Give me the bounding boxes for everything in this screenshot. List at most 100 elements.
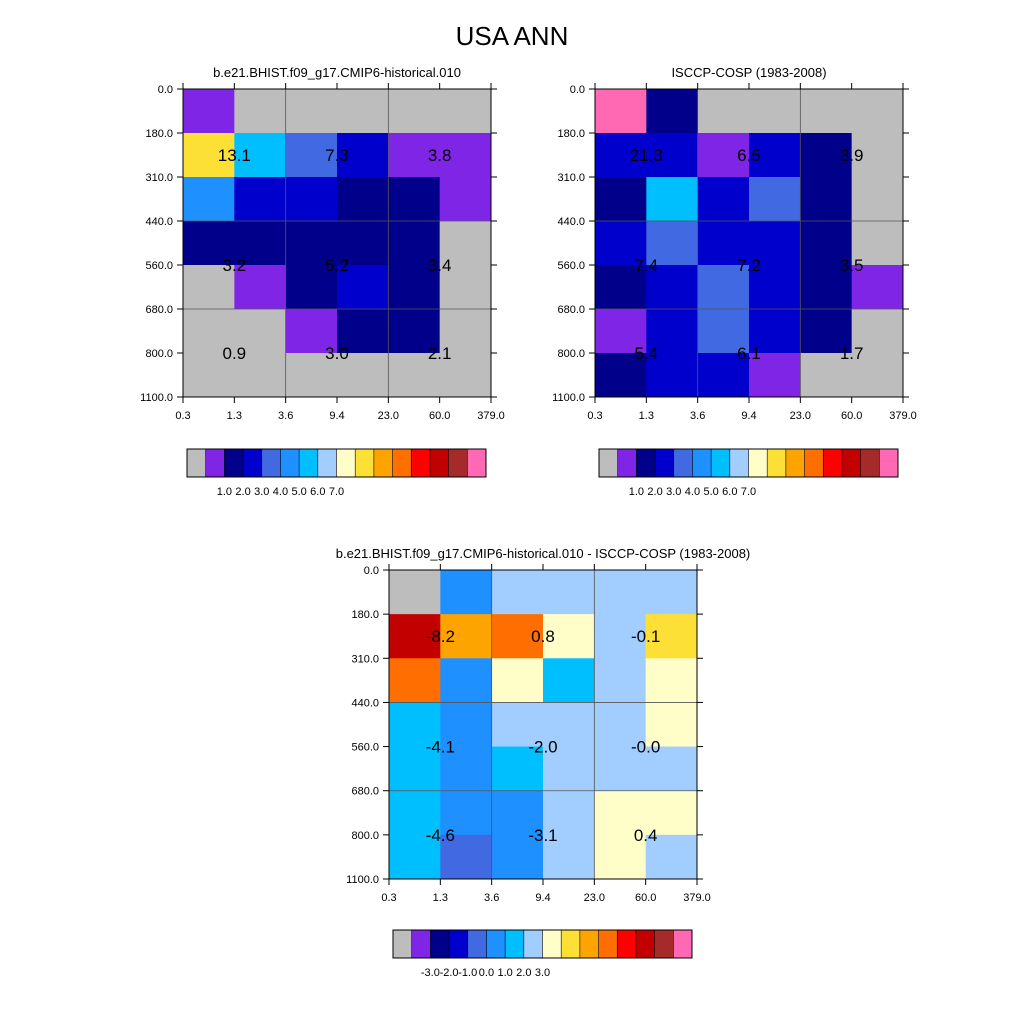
heatmap-cell xyxy=(645,702,698,748)
colorbar-swatch xyxy=(280,449,300,477)
colorbar-tick-label: 3.0 xyxy=(535,967,550,979)
heatmap-cell xyxy=(183,309,235,354)
colorbar-swatch xyxy=(748,449,768,477)
heatmap-cell xyxy=(388,89,441,134)
cell-value-label: 6.5 xyxy=(737,146,761,165)
heatmap-cell xyxy=(543,658,595,703)
heatmap-cell xyxy=(234,309,287,354)
heatmap-cell xyxy=(749,133,801,178)
colorbar-swatch xyxy=(598,930,618,958)
colorbar-swatch xyxy=(392,449,412,477)
colorbar-tick-label: 3.0 xyxy=(666,486,681,498)
y-tick-label: 680.0 xyxy=(145,304,173,316)
colorbar-swatch xyxy=(187,449,206,477)
colorbar-tick-label: 2.0 xyxy=(235,486,250,498)
cell-value-label: -4.6 xyxy=(426,826,455,845)
colorbar-swatch xyxy=(785,449,805,477)
y-tick-label: 1100.0 xyxy=(552,392,585,404)
colorbar-swatch xyxy=(430,930,450,958)
heatmap-cell xyxy=(439,265,492,310)
y-tick-label: 0.0 xyxy=(364,565,379,577)
colorbar-swatch xyxy=(261,449,281,477)
heatmap-cell xyxy=(183,353,235,398)
colorbar-swatch xyxy=(617,449,637,477)
heatmap-cell xyxy=(594,658,647,703)
colorbar-swatch xyxy=(636,449,656,477)
cell-value-label: 7.3 xyxy=(325,146,349,165)
colorbar-tick-label: 6.0 xyxy=(310,486,325,498)
colorbar-swatch xyxy=(393,930,412,958)
y-tick-label: 560.0 xyxy=(351,742,379,754)
heatmap-cell xyxy=(595,89,647,134)
x-tick-label: 1.3 xyxy=(227,410,242,422)
colorbar-frame xyxy=(598,448,899,478)
colorbar-tick-label: 1.0 xyxy=(497,967,512,979)
heatmap-cell xyxy=(697,309,750,354)
cell-value-label: 0.8 xyxy=(531,627,555,646)
heatmap-cell xyxy=(337,133,389,178)
cell-value-label: -8.2 xyxy=(426,627,455,646)
colorbar-swatch xyxy=(692,449,712,477)
heatmap-cell xyxy=(749,353,801,398)
colorbar-swatch xyxy=(841,449,861,477)
heatmap-cell xyxy=(183,133,235,178)
heatmap-cell xyxy=(285,353,338,398)
heatmap-cell xyxy=(851,133,904,178)
cell-value-label: 21.3 xyxy=(630,146,663,165)
y-tick-label: 560.0 xyxy=(557,260,585,272)
heatmap-cell xyxy=(800,221,853,266)
heatmap-cell xyxy=(595,265,647,310)
heatmap-cell xyxy=(388,221,441,266)
heatmap-cell xyxy=(440,834,493,880)
cell-value-label: 3.5 xyxy=(840,256,864,275)
colorbar-swatch xyxy=(655,449,675,477)
heatmap-cell xyxy=(388,177,441,222)
colorbar-frame xyxy=(392,929,693,959)
heatmap-cell xyxy=(389,834,441,880)
heatmap-cell xyxy=(285,265,338,310)
heatmap-cell xyxy=(543,834,595,880)
colorbar-swatch xyxy=(449,930,469,958)
x-tick-label: 0.3 xyxy=(175,410,190,422)
cell-value-label: -0.1 xyxy=(631,627,660,646)
colorbar-swatch xyxy=(243,449,263,477)
x-tick-label: 23.0 xyxy=(584,892,605,904)
heatmap-cell xyxy=(851,177,904,222)
colorbar-swatch xyxy=(804,449,824,477)
colorbar-tick-label: 7.0 xyxy=(741,486,756,498)
heatmap-cell xyxy=(646,133,699,178)
heatmap-cell xyxy=(491,658,544,703)
cell-value-label: 0.4 xyxy=(634,826,658,845)
panel-model: b.e21.BHIST.f09_g17.CMIP6-historical.010… xyxy=(140,65,505,498)
cell-value-label: 3.8 xyxy=(428,146,452,165)
colorbar-tick-label: 1.0 xyxy=(629,486,644,498)
cell-value-label: 3.4 xyxy=(428,256,452,275)
x-tick-label: 9.4 xyxy=(329,410,344,422)
heatmap-cell xyxy=(234,353,287,398)
colorbar-swatch xyxy=(317,449,337,477)
heatmap-cell xyxy=(851,89,904,134)
x-tick-label: 0.3 xyxy=(587,410,602,422)
colorbar-swatch xyxy=(448,449,468,477)
heatmap-cell xyxy=(234,265,287,310)
colorbar-tick-label: 2.0 xyxy=(647,486,662,498)
colorbar-swatch xyxy=(523,930,543,958)
cell-value-label: 3.2 xyxy=(223,256,247,275)
x-tick-label: 3.6 xyxy=(484,892,499,904)
heatmap-cell xyxy=(440,658,493,703)
heatmap-cell xyxy=(543,570,595,615)
colorbar-tick-label: 7.0 xyxy=(329,486,344,498)
colorbar-swatch xyxy=(486,930,506,958)
heatmap-cell xyxy=(646,265,699,310)
heatmap-cell xyxy=(183,177,235,222)
heatmap-cell xyxy=(543,614,595,659)
figure-title: USA ANN xyxy=(456,21,569,51)
heatmap-cell xyxy=(439,89,492,134)
y-tick-label: 800.0 xyxy=(351,830,379,842)
x-tick-label: 3.6 xyxy=(690,410,705,422)
x-tick-label: 0.3 xyxy=(381,892,396,904)
x-tick-label: 9.4 xyxy=(741,410,756,422)
heatmap-cell xyxy=(595,177,647,222)
x-tick-label: 379.0 xyxy=(889,410,917,422)
